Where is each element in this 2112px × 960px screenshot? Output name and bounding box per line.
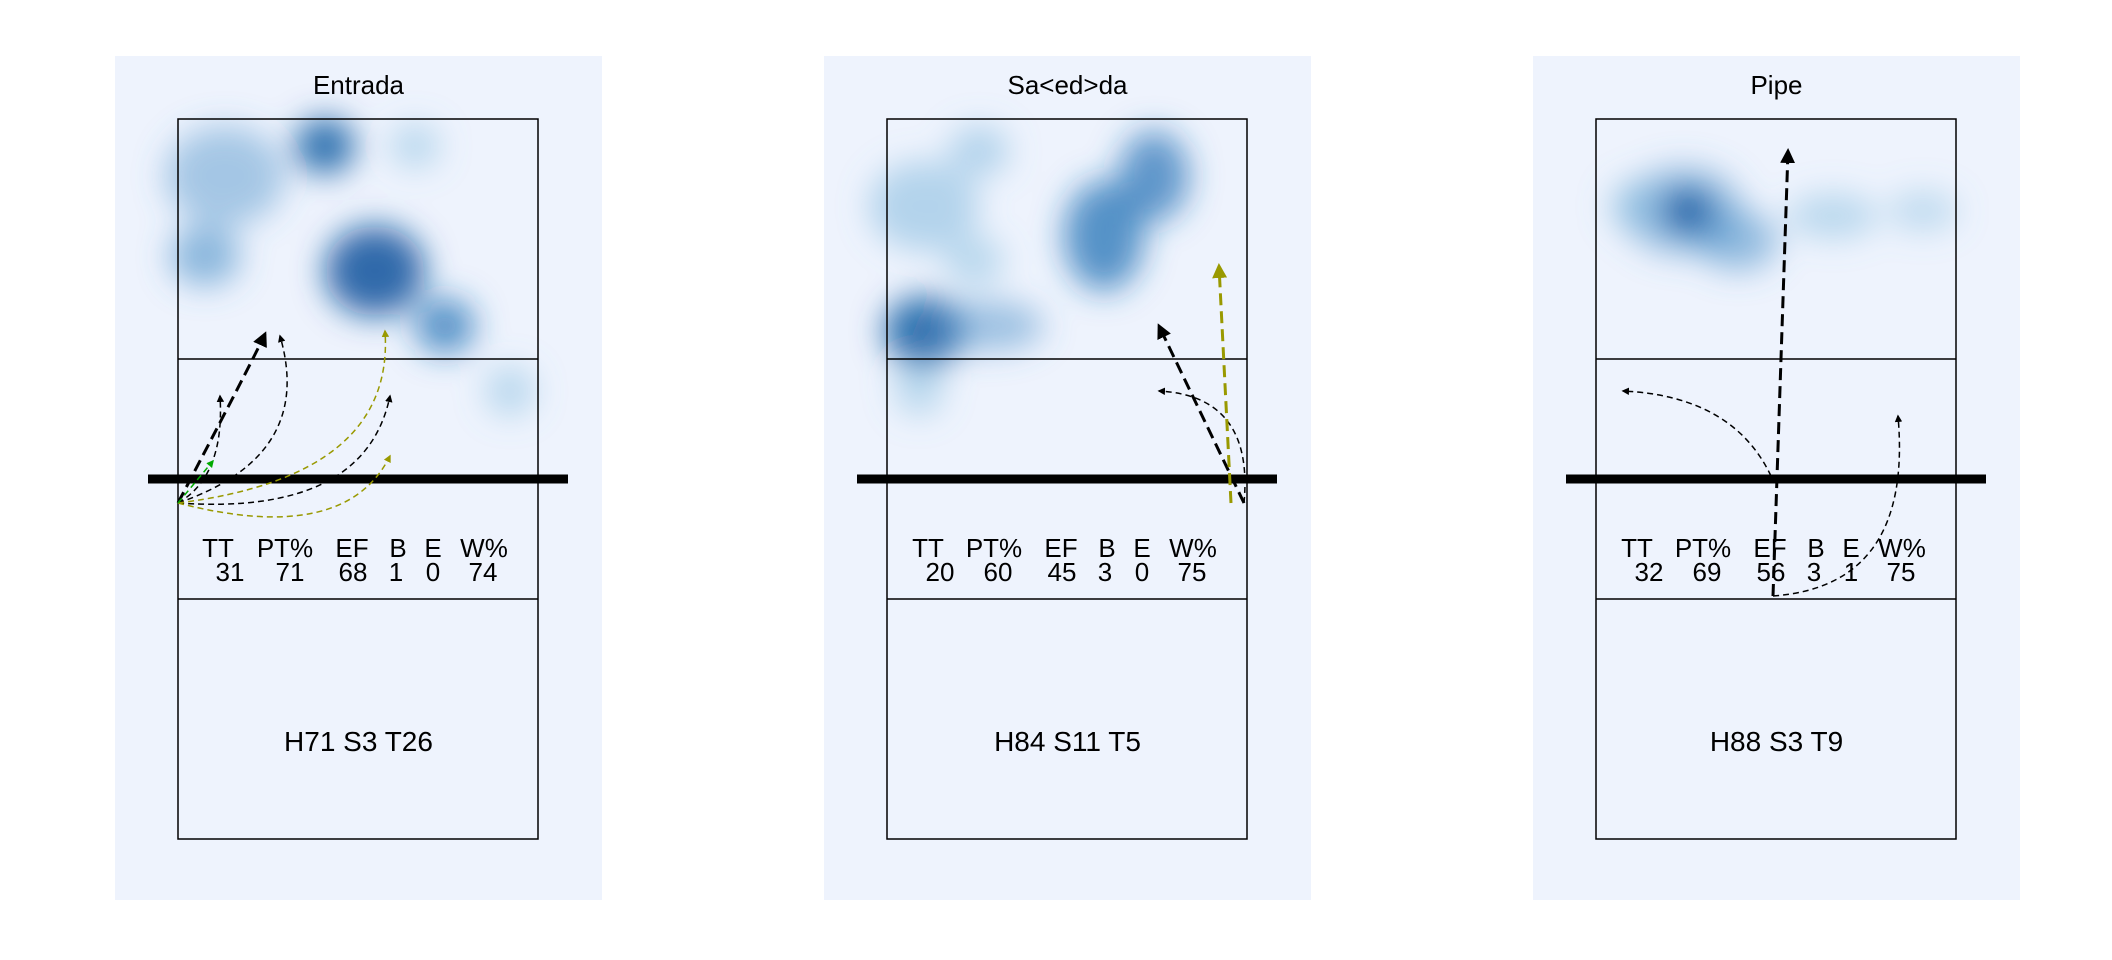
skill-code: H84 S11 T5 [994, 726, 1141, 757]
stat-value: 75 [1886, 557, 1916, 587]
stat-header: E [1842, 533, 1860, 563]
stat-value: 31 [215, 557, 245, 587]
stat-value: 0 [425, 557, 441, 587]
stat-header: E [1133, 533, 1151, 563]
heatmap [165, 118, 535, 416]
stat-header: TT [202, 533, 234, 563]
court-diagram [857, 118, 1277, 840]
stat-value: 3 [1097, 557, 1113, 587]
stats-header-row: TT PT% EF B E W% [1533, 533, 2020, 563]
stat-header: W% [1169, 533, 1217, 563]
stats-table: TT PT% EF B E W% 31 71 68 1 0 74 [115, 533, 602, 587]
stat-value: 60 [983, 557, 1013, 587]
heatmap [869, 126, 1189, 416]
stat-header: PT% [256, 533, 314, 563]
stat-header: TT [1621, 533, 1653, 563]
stat-value: 1 [388, 557, 404, 587]
panel-pipe: Pipe TT PT% EF B [1533, 56, 2020, 900]
panel-saida: Sa<ed>da TT [824, 56, 1311, 900]
stat-header: B [389, 533, 407, 563]
stat-value: 69 [1692, 557, 1722, 587]
stat-value: 75 [1177, 557, 1207, 587]
skill-code: H71 S3 T26 [284, 726, 433, 757]
court-diagram [148, 118, 568, 840]
panel-title: Sa<ed>da [1007, 70, 1128, 100]
stats-table: TT PT% EF B E W% 20 60 45 3 0 75 [824, 533, 1311, 587]
stat-value: 56 [1756, 557, 1786, 587]
stat-value: 32 [1634, 557, 1664, 587]
stat-header: EF [335, 533, 369, 563]
panel-title: Entrada [312, 70, 405, 100]
stat-header: B [1098, 533, 1116, 563]
stat-header: B [1807, 533, 1825, 563]
stat-header: W% [1878, 533, 1926, 563]
stat-header: EF [1044, 533, 1078, 563]
stat-value: 71 [275, 557, 305, 587]
stats-table: TT PT% EF B E W% 32 69 56 3 1 75 [1533, 533, 2020, 587]
stat-value: 68 [338, 557, 368, 587]
stat-value: 20 [925, 557, 955, 587]
stats-header-row: TT PT% EF B E W% [115, 533, 602, 563]
stat-value: 3 [1806, 557, 1822, 587]
stats-value-row: 31 71 68 1 0 74 [115, 557, 602, 587]
stat-value: 0 [1134, 557, 1150, 587]
stat-header: TT [912, 533, 944, 563]
stat-header: E [424, 533, 442, 563]
stat-value: 74 [468, 557, 498, 587]
panel-title: Pipe [1750, 70, 1803, 100]
stat-header: EF [1753, 533, 1787, 563]
court-diagram [1566, 118, 1986, 840]
stat-header: W% [460, 533, 508, 563]
stats-value-row: 32 69 56 3 1 75 [1533, 557, 2020, 587]
stat-value: 1 [1843, 557, 1859, 587]
stat-header: PT% [965, 533, 1023, 563]
stat-header: PT% [1674, 533, 1732, 563]
heatmap [1608, 166, 1958, 271]
stats-header-row: TT PT% EF B E W% [824, 533, 1311, 563]
skill-code: H88 S3 T9 [1709, 726, 1844, 757]
stat-value: 45 [1047, 557, 1077, 587]
panel-entrada: Entrada [115, 56, 602, 900]
stats-value-row: 20 60 45 3 0 75 [824, 557, 1311, 587]
